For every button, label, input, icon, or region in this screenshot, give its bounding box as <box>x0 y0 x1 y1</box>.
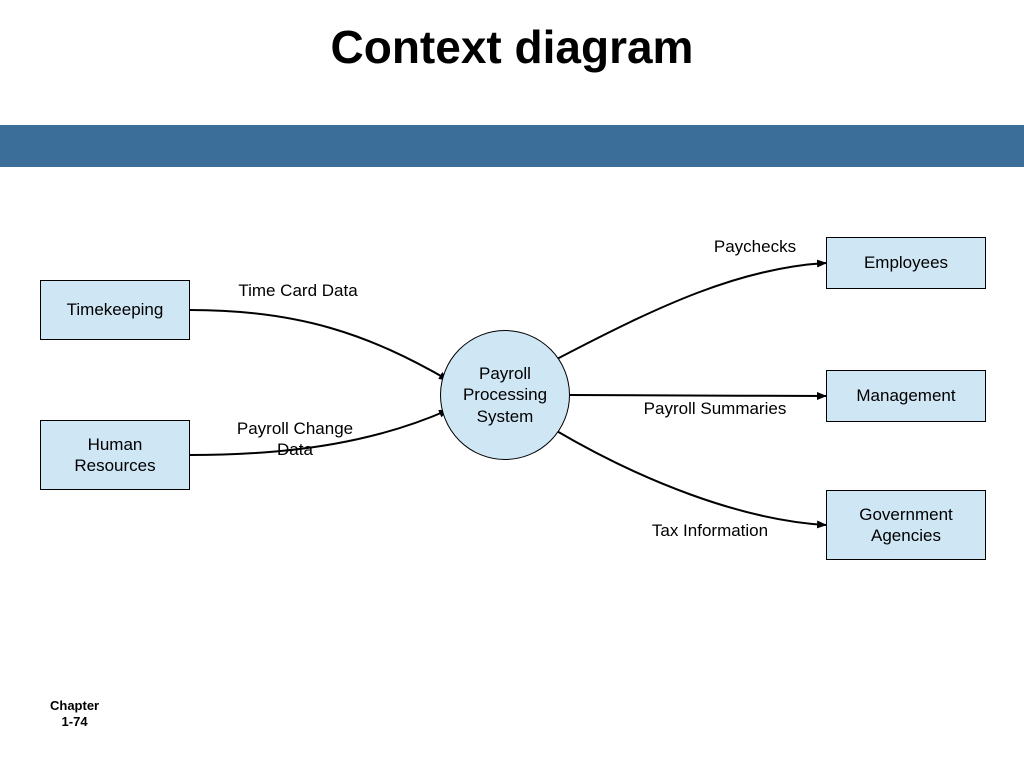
footer-line2: 1-74 <box>62 714 88 729</box>
edge-center-to-employees <box>555 263 826 360</box>
edge-timekeeping-to-center <box>190 310 448 380</box>
node-employees: Employees <box>826 237 986 289</box>
node-hr: HumanResources <box>40 420 190 490</box>
node-management: Management <box>826 370 986 422</box>
edge-center-to-gov <box>555 430 826 525</box>
node-timekeeping: Timekeeping <box>40 280 190 340</box>
footer-chapter: Chapter 1-74 <box>50 698 99 729</box>
edge-center-to-management <box>570 395 826 396</box>
page-title: Context diagram <box>0 20 1024 74</box>
edge-label-center-to-management: Payroll Summaries <box>610 398 820 419</box>
decorative-band <box>0 125 1024 167</box>
edge-label-center-to-gov: Tax Information <box>615 520 805 541</box>
footer-line1: Chapter <box>50 698 99 713</box>
edge-label-center-to-employees: Paychecks <box>690 236 820 257</box>
node-gov: GovernmentAgencies <box>826 490 986 560</box>
node-center: PayrollProcessingSystem <box>440 330 570 460</box>
edge-label-hr-to-center: Payroll ChangeData <box>210 418 380 461</box>
edge-label-timekeeping-to-center: Time Card Data <box>208 280 388 301</box>
